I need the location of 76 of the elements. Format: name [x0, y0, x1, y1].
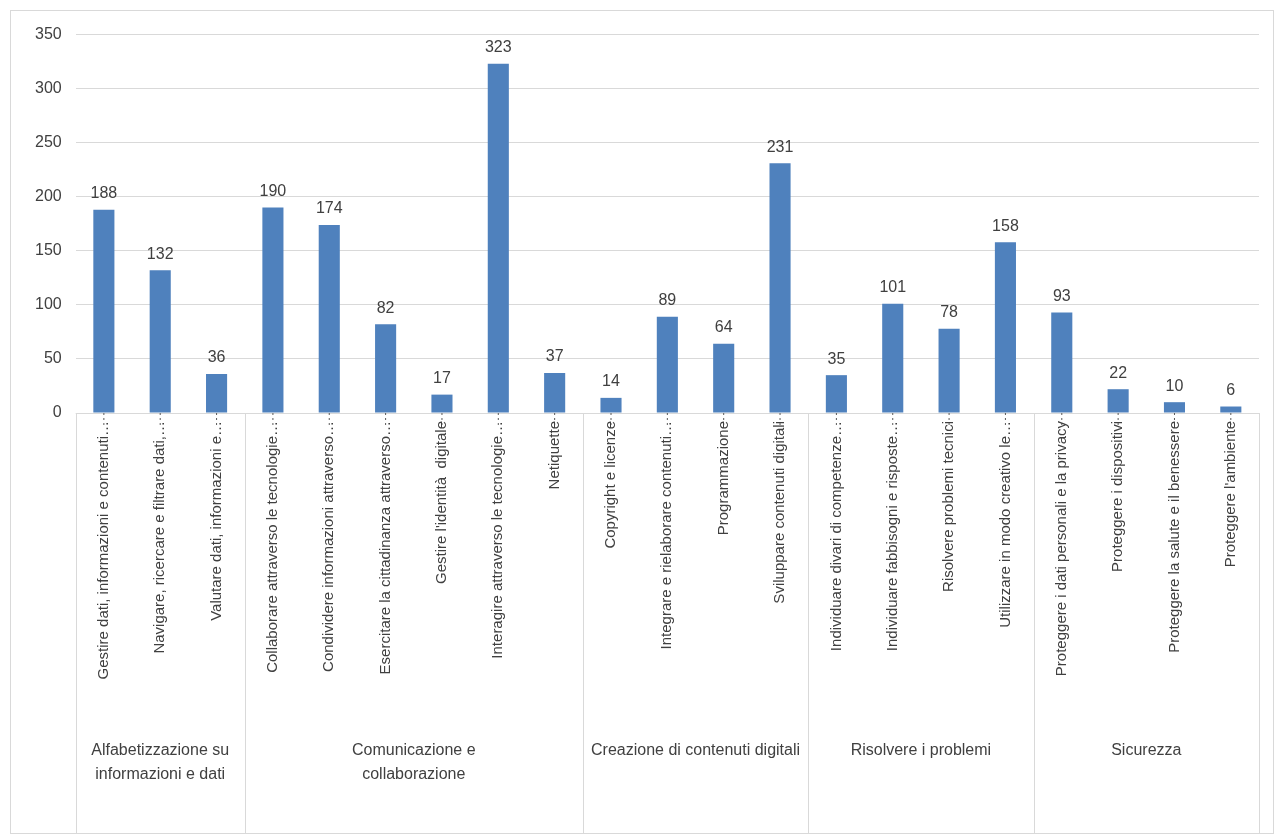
x-tick-label: Integrare e rielaborare contenuti…: [657, 421, 675, 650]
x-tick-label: Copyright e licenze: [601, 421, 619, 549]
text: Sicurezza: [1111, 741, 1182, 759]
bar: [600, 397, 622, 413]
bar: [1163, 402, 1186, 413]
bar: [882, 303, 904, 413]
text: Comunicazione e collaborazione: [351, 741, 476, 783]
x-tick-label: Proteggere la salute e il benessere: [1164, 421, 1182, 653]
x-tick-label: Individuare fabbisogni e risposte…: [882, 421, 900, 652]
x-tick-label: Condividere informazioni attraverso…: [319, 421, 337, 672]
y-tick-label: 350: [34, 25, 62, 43]
x-tick-label: Proteggere i dispositivi: [1108, 421, 1126, 572]
x-tick-label: Programmazione: [713, 421, 731, 536]
bar: [656, 316, 678, 413]
bar: [149, 270, 171, 413]
data-label: 89: [658, 291, 677, 309]
x-tick-label: Gestire l'identità digitale: [432, 421, 450, 584]
data-label: 37: [545, 347, 564, 365]
data-label: 78: [940, 303, 959, 321]
data-label: 93: [1052, 286, 1071, 304]
x-tick-label: Esercitare la cittadinanza attraverso…: [375, 421, 393, 675]
data-label: 190: [259, 181, 287, 199]
data-label: 158: [992, 216, 1019, 234]
data-label: 174: [315, 199, 343, 217]
text: Creazione di contenuti digitali: [591, 741, 801, 759]
bar: [262, 207, 284, 413]
data-label: 17: [433, 369, 451, 387]
data-label: 36: [207, 348, 226, 366]
y-tick-label: 300: [34, 79, 62, 97]
x-tick-label: Netiquette: [544, 421, 562, 490]
bar: [544, 373, 566, 413]
x-tick-label: Utilizzare in modo creativo le…: [995, 421, 1013, 628]
x-tick-label: Proteggere l'ambiente: [1220, 421, 1238, 568]
bar: [431, 394, 453, 413]
bar: [1107, 389, 1129, 413]
y-tick-label: 50: [43, 349, 62, 367]
x-tick-label: Gestire dati, informazioni e contenuti…: [94, 421, 112, 680]
bar: [318, 224, 340, 413]
bar: [206, 374, 228, 413]
data-label: 35: [827, 349, 846, 367]
x-tick-label: Collaborare attraverso le tecnologie…: [263, 421, 281, 673]
data-label: 323: [484, 38, 512, 56]
bar: [769, 163, 791, 413]
x-tick-label: Interagire attraverso le tecnologie…: [488, 421, 506, 659]
data-label: 10: [1165, 376, 1184, 394]
y-tick-label: 200: [34, 187, 62, 205]
data-label: 231: [766, 137, 794, 155]
text: Alfabetizzazione su informazioni e dati: [91, 741, 230, 783]
bar: [938, 328, 960, 413]
bar: [1220, 406, 1242, 413]
y-tick-label: 150: [34, 241, 62, 259]
bar: [825, 375, 847, 413]
y-tick-label: 0: [52, 403, 62, 421]
data-label: 132: [146, 244, 174, 262]
data-label: 101: [879, 278, 907, 296]
y-tick-label: 250: [34, 133, 62, 151]
x-tick-label: Risolvere problemi tecnici: [939, 421, 957, 592]
bar: [93, 209, 115, 413]
x-tick-label: Sviluppare contenuti digitali: [770, 421, 788, 604]
x-tick-label: Proteggere i dati personali e la privacy: [1051, 420, 1069, 677]
x-tick-label: Individuare divari di competenze…: [826, 421, 844, 652]
data-label: 64: [714, 318, 733, 336]
data-label: 82: [376, 298, 395, 316]
bar: [713, 343, 735, 413]
text: Risolvere i problemi: [850, 741, 992, 759]
y-tick-label: 100: [34, 295, 62, 313]
bar: [994, 242, 1016, 413]
data-label: 6: [1226, 380, 1236, 398]
x-tick-label: Navigare, ricercare e filtrare dati,…: [150, 421, 168, 654]
data-label: 188: [90, 184, 118, 202]
bar: [375, 324, 397, 413]
bar: [487, 63, 509, 413]
data-label: 14: [602, 372, 620, 390]
bar: [1051, 312, 1073, 413]
x-tick-label: Valutare dati, informazioni e…: [206, 421, 224, 621]
data-label: 22: [1109, 363, 1128, 381]
